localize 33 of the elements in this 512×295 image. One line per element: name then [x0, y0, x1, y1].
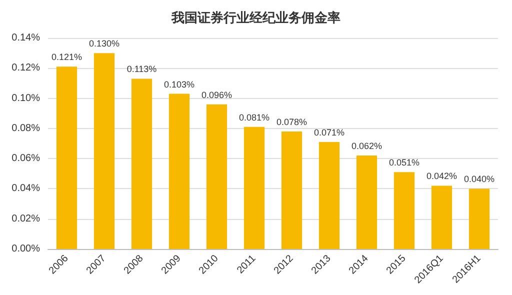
- data-label: 0.081%: [238, 112, 270, 122]
- data-label: 0.062%: [351, 141, 382, 152]
- bar: [168, 94, 190, 249]
- bar: [244, 126, 265, 249]
- y-tick-label: 0.08%: [12, 122, 40, 134]
- bar: [281, 131, 302, 249]
- bar: [318, 142, 340, 249]
- data-label: 0.130%: [88, 38, 120, 49]
- bar: [394, 172, 415, 249]
- bar: [431, 186, 452, 249]
- data-label: 0.042%: [426, 171, 458, 182]
- data-label: 0.096%: [201, 90, 232, 100]
- bar: [56, 66, 78, 249]
- bar: [356, 156, 378, 249]
- y-tick-label: 0.12%: [12, 62, 40, 74]
- bar: [94, 53, 115, 249]
- y-tick-label: 0.04%: [12, 183, 40, 194]
- y-tick-label: 0.02%: [12, 213, 40, 224]
- data-label: 0.071%: [314, 127, 345, 138]
- data-label: 0.078%: [276, 116, 308, 127]
- y-tick-label: 0.14%: [12, 32, 40, 44]
- data-label: 0.103%: [164, 79, 195, 90]
- data-label: 0.121%: [51, 52, 82, 62]
- bar: [206, 104, 228, 249]
- y-tick-label: 0.10%: [12, 92, 40, 104]
- data-label: 0.051%: [388, 158, 420, 168]
- bar: [131, 78, 152, 249]
- bar: [468, 188, 490, 249]
- y-tick-label: 0.06%: [12, 153, 40, 164]
- y-tick-label: 0.00%: [12, 244, 40, 254]
- data-label: 0.113%: [126, 64, 157, 74]
- data-label: 0.040%: [464, 174, 495, 184]
- chart-title: 我国证券行业经纪业务佣金率: [170, 10, 340, 25]
